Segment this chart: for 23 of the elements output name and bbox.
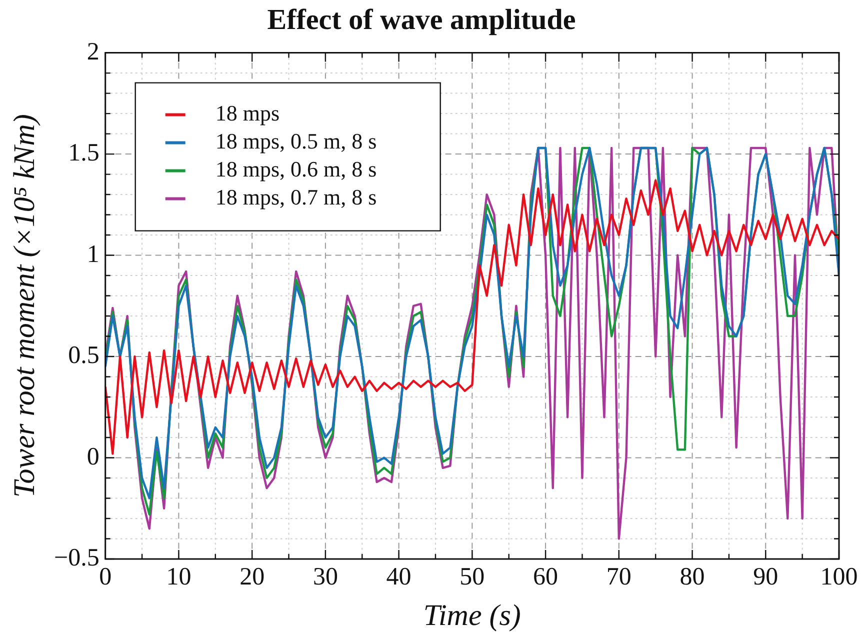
- x-tick-label: 20: [240, 564, 265, 591]
- y-tick-label: 2: [86, 38, 100, 66]
- y-tick-label: 0: [86, 443, 100, 470]
- x-tick-label: 70: [606, 564, 632, 591]
- y-tick-label: 0.5: [68, 342, 100, 370]
- x-tick-label: 80: [680, 564, 705, 591]
- x-tick-label: 60: [533, 564, 558, 591]
- y-tick-label: −0.5: [54, 544, 100, 572]
- x-tick-label: 10: [166, 564, 192, 591]
- legend-label: 18 mps, 0.7 m, 8 s: [215, 184, 377, 210]
- x-tick-label: 50: [460, 564, 485, 591]
- legend-label: 18 mps, 0.5 m, 8 s: [215, 128, 377, 154]
- x-tick-label: 30: [312, 564, 338, 591]
- y-axis-title: Tower root moment (×10⁵ kNm): [8, 114, 41, 498]
- legend-label: 18 mps: [215, 100, 280, 126]
- x-tick-label: 90: [753, 564, 778, 591]
- chart-title: Effect of wave amplitude: [267, 4, 576, 36]
- x-tick-label: 40: [386, 564, 412, 591]
- x-axis-title: Time (s): [423, 598, 521, 632]
- x-tick-label: 100: [820, 564, 858, 591]
- y-tick-label: 1.5: [68, 140, 100, 167]
- legend-label: 18 mps, 0.6 m, 8 s: [215, 156, 377, 182]
- y-tick-label: 1: [86, 240, 100, 268]
